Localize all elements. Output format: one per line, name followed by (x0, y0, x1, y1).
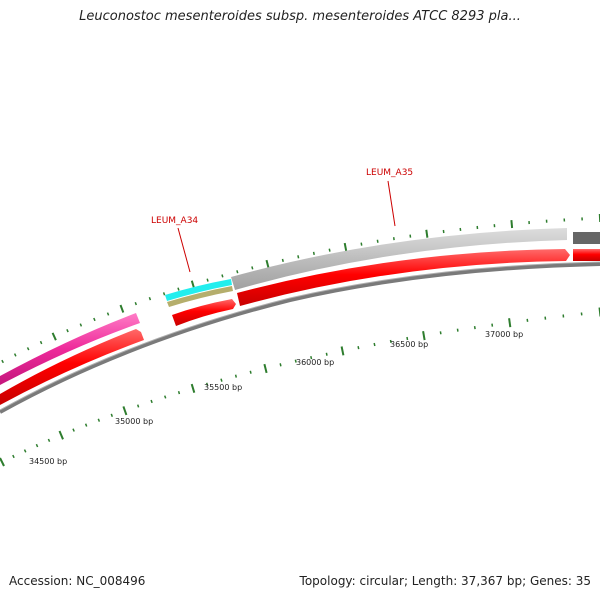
inner-minor-tick (439, 331, 442, 335)
inner-minor-tick (310, 356, 313, 360)
inner-minor-tick (177, 391, 181, 395)
inner-minor-tick (72, 428, 75, 432)
inner-minor-tick (357, 346, 360, 350)
outer-minor-tick (221, 274, 224, 278)
olive-feature-arc[interactable] (167, 286, 233, 307)
inner-minor-tick (35, 443, 39, 448)
inner-minor-tick (163, 395, 167, 399)
outer-major-tick (510, 220, 514, 229)
inner-minor-tick (325, 352, 328, 356)
inner-minor-tick (97, 418, 101, 422)
outer-major-tick (425, 229, 429, 238)
outer-minor-tick (206, 278, 209, 282)
outer-minor-tick (251, 266, 254, 270)
cds-arrow-left[interactable] (0, 329, 144, 405)
inner-major-tick (0, 457, 5, 467)
inner-major-tick (508, 318, 512, 328)
inner-minor-tick (12, 454, 15, 459)
outer-major-tick (265, 259, 270, 269)
plasmid-backbone (0, 262, 600, 414)
inner-minor-tick (47, 438, 51, 443)
cyan-feature-arc[interactable] (165, 279, 232, 301)
gene-label-leum-a34[interactable]: LEUM_A34 (151, 216, 198, 226)
inner-minor-tick (373, 342, 376, 347)
scale-label-34500: 34500 bp (29, 457, 67, 466)
inner-major-tick (340, 346, 345, 356)
outer-minor-tick (236, 270, 239, 274)
scale-label-36000: 36000 bp (296, 358, 334, 367)
outer-minor-tick (66, 329, 69, 333)
outer-minor-tick (1, 359, 4, 364)
inner-minor-tick (205, 382, 209, 386)
inner-minor-tick (220, 378, 223, 382)
inner-minor-tick (234, 374, 238, 378)
cds-arrow-right[interactable] (573, 249, 600, 261)
plasmid-backbone-highlight (0, 261, 600, 411)
outer-minor-tick (39, 340, 43, 345)
inner-minor-tick (473, 325, 476, 330)
outer-minor-tick (376, 239, 379, 243)
cds-ring (0, 249, 600, 405)
light-gray-feature-arc[interactable] (231, 228, 567, 290)
accession-text: Accession: NC_008496 (9, 574, 146, 588)
gene-label-leum-a35[interactable]: LEUM_A35 (366, 168, 413, 178)
scale-label-35000: 35000 bp (115, 417, 153, 426)
inner-major-tick (190, 383, 196, 393)
outer-minor-tick (134, 301, 138, 306)
outer-minor-tick (328, 248, 331, 252)
inner-minor-tick (23, 449, 27, 453)
outer-minor-tick (148, 296, 152, 301)
outer-minor-tick (13, 353, 17, 357)
inner-minor-tick (84, 423, 88, 427)
scale-label-36500: 36500 bp (390, 340, 428, 349)
inner-minor-tick (110, 413, 114, 418)
inner-minor-tick (406, 336, 409, 341)
outer-minor-tick (297, 255, 300, 259)
outer-minor-tick (360, 242, 363, 246)
outer-minor-tick (281, 258, 284, 262)
inner-major-tick (58, 430, 64, 440)
outer-minor-tick (26, 347, 30, 351)
outer-minor-tick (93, 317, 96, 322)
cds-arrow-leum-a34[interactable] (172, 299, 236, 326)
outer-minor-tick (312, 251, 315, 256)
leum-a34-leader-line (177, 227, 191, 273)
outer-minor-tick (79, 323, 83, 327)
summary-text: Topology: circular; Length: 37,367 bp; G… (299, 574, 591, 588)
inner-minor-tick (279, 363, 282, 367)
cds-arrow-leum-a35[interactable] (237, 249, 570, 306)
pink-feature-arc[interactable] (0, 313, 140, 385)
outer-major-tick (343, 242, 348, 252)
outer-minor-tick (106, 312, 110, 316)
scale-label-35500: 35500 bp (204, 383, 242, 392)
inner-major-tick (122, 406, 128, 416)
inner-minor-tick (294, 359, 297, 363)
feature-ring (0, 228, 600, 385)
dark-gray-feature-arc[interactable] (573, 232, 600, 244)
inner-minor-tick (150, 399, 153, 404)
outer-major-tick (119, 304, 125, 313)
outer-minor-tick (162, 292, 166, 296)
leum-a35-leader-line (387, 180, 396, 227)
inner-major-tick (422, 331, 426, 341)
scale-label-37000: 37000 bp (485, 330, 523, 339)
outer-major-tick (51, 332, 57, 341)
inner-minor-tick (249, 370, 252, 374)
inner-minor-tick (136, 404, 140, 408)
inner-major-tick (263, 363, 268, 374)
outer-minor-tick (177, 287, 180, 291)
inner-minor-tick (389, 339, 392, 344)
map-title: Leuconostoc mesenteroides subsp. mesente… (79, 9, 521, 24)
